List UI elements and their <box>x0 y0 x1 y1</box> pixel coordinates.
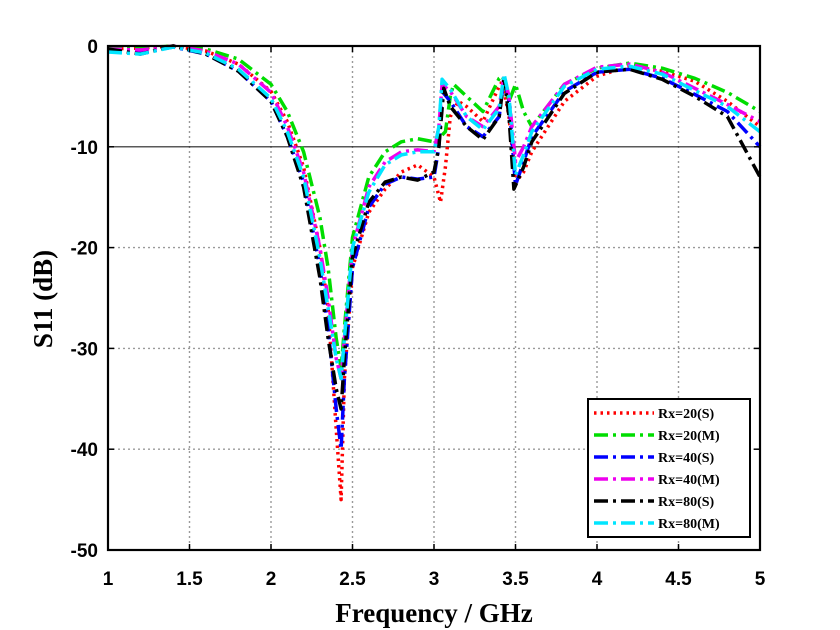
x-tick-label: 3 <box>429 569 440 590</box>
x-tick-label: 1.5 <box>176 569 203 590</box>
legend-label: Rx=80(S) <box>658 495 715 510</box>
x-tick-label: 1 <box>103 569 114 590</box>
y-tick-label: -20 <box>71 239 98 260</box>
legend-box <box>587 398 751 538</box>
legend-label: Rx=20(M) <box>658 429 720 444</box>
x-tick-label: 4 <box>592 569 603 590</box>
legend-label: Rx=80(M) <box>658 517 720 532</box>
x-tick-label: 3.5 <box>502 569 529 590</box>
axis-ticks: 1 1.5 2 2.5 3 3.5 4 4.5 5 0 -10 -20 -30 -40 -50 <box>71 37 766 590</box>
y-axis-title: S11 (dB) <box>28 250 58 348</box>
series-lines <box>107 44 762 502</box>
x-tick-label: 5 <box>755 569 766 590</box>
y-tick-label: -40 <box>71 440 98 461</box>
series-line-rx-20-s <box>107 44 762 502</box>
x-axis-title: Frequency / GHz <box>335 598 532 628</box>
y-tick-label: -30 <box>71 339 98 360</box>
x-tick-label: 4.5 <box>665 569 692 590</box>
x-tick-label: 2 <box>266 569 277 590</box>
legend-label: Rx=40(S) <box>658 451 715 466</box>
legend-label: Rx=40(M) <box>658 473 720 488</box>
y-tick-label: -10 <box>71 138 98 159</box>
legend: Rx=20(S) Rx=20(M) Rx=40(S) Rx=40(M) Rx=80(S)… <box>587 398 751 538</box>
y-tick-label: -50 <box>71 541 98 562</box>
x-tick-label: 2.5 <box>339 569 366 590</box>
y-tick-label: 0 <box>87 37 98 58</box>
legend-label: Rx=20(S) <box>658 407 715 422</box>
series-line-rx-80-m <box>107 45 762 381</box>
